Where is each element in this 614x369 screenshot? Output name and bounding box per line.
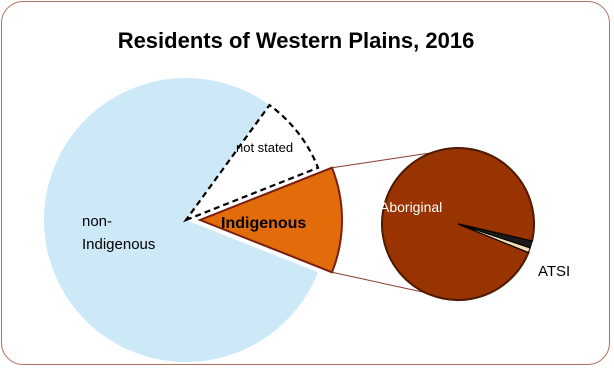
label-indigenous: Indigenous: [221, 215, 306, 232]
label-aboriginal: Aboriginal: [380, 199, 442, 215]
sub-slice-atsi: [457, 223, 531, 254]
label-atsi: ATSI: [538, 263, 570, 280]
label-not-stated: not stated: [236, 140, 293, 155]
label-non-indigenous-line2: Indigenous: [82, 236, 155, 253]
label-non-indigenous-line1: non-: [82, 213, 112, 230]
main-pie: [44, 77, 343, 362]
slice-not-stated: [182, 103, 320, 223]
chart-title: Residents of Western Plains, 2016: [118, 28, 475, 53]
slice-indigenous: [197, 166, 343, 274]
sub-pie: [381, 147, 535, 301]
slice-non-indigenous: [44, 77, 319, 362]
